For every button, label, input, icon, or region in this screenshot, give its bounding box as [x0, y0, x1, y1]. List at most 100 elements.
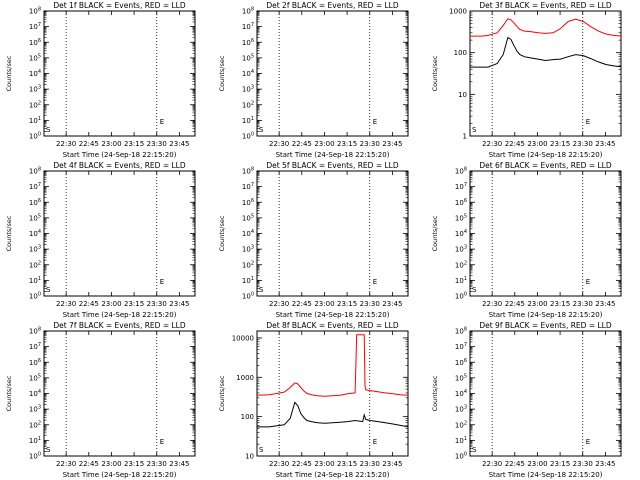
y-tick-label: 104	[455, 229, 467, 238]
panel-det-5f: Det 5f BLACK = Events, RED = LLD Counts/s…	[218, 161, 409, 319]
plot-frame	[43, 330, 196, 457]
start-marker: S	[259, 126, 264, 134]
y-tick-label: 108	[29, 327, 41, 336]
x-tick-label: 23:30	[147, 460, 167, 468]
x-tick-label: 22:30	[269, 300, 289, 308]
y-tick-label: 105	[29, 373, 41, 382]
y-tick-label: 100	[241, 413, 254, 421]
x-tick-label: 23:00	[101, 140, 121, 148]
x-tick-label: 23:45	[382, 300, 402, 308]
y-tick-label: 107	[455, 342, 467, 351]
y-tick-label: 101	[242, 116, 254, 125]
x-tick-label: 22:30	[56, 140, 76, 148]
x-axis-label: Start Time (24-Sep-18 22:15:20)	[489, 471, 603, 479]
end-marker: E	[586, 278, 590, 286]
y-tick-label: 102	[455, 420, 467, 429]
y-tick-label: 104	[29, 69, 41, 78]
x-tick-label: 22:30	[482, 140, 502, 148]
y-axis-label: Counts/sec	[218, 55, 226, 91]
x-tick-label: 23:30	[573, 460, 593, 468]
panel-title: Det 8f BLACK = Events, RED = LLD	[266, 321, 399, 330]
x-tick-label: 23:00	[314, 460, 334, 468]
y-tick-label: 100	[29, 132, 41, 141]
y-tick-label: 103	[29, 85, 41, 94]
end-marker: E	[373, 118, 377, 126]
y-tick-label: 101	[455, 436, 467, 445]
y-tick-label: 100	[455, 292, 467, 301]
x-tick-label: 23:00	[527, 460, 547, 468]
x-tick-label: 22:45	[79, 460, 99, 468]
y-tick-label: 106	[455, 358, 467, 367]
y-tick-label: 103	[242, 245, 254, 254]
x-tick-label: 23:45	[595, 460, 615, 468]
x-axis-label: Start Time (24-Sep-18 22:15:20)	[63, 151, 177, 159]
plot-frame	[469, 170, 622, 297]
y-tick-label: 100	[242, 292, 254, 301]
y-tick-label: 104	[29, 229, 41, 238]
y-tick-label: 1000	[449, 8, 467, 16]
y-tick-label: 100	[29, 452, 41, 461]
panel-det-6f: Det 6f BLACK = Events, RED = LLD Counts/s…	[431, 161, 622, 319]
x-tick-label: 22:30	[269, 140, 289, 148]
y-tick-label: 102	[29, 420, 41, 429]
x-tick-label: 22:45	[505, 460, 525, 468]
x-axis-label: Start Time (24-Sep-18 22:15:20)	[63, 471, 177, 479]
y-axis-label: Counts/sec	[5, 215, 13, 251]
y-tick-label: 106	[29, 198, 41, 207]
x-tick-label: 22:30	[482, 460, 502, 468]
plot-frame	[469, 10, 622, 137]
x-tick-label: 23:15	[124, 140, 144, 148]
y-tick-label: 101	[29, 276, 41, 285]
y-tick-label: 101	[29, 436, 41, 445]
series-events-line	[257, 401, 409, 428]
panel-title: Det 4f BLACK = Events, RED = LLD	[53, 161, 186, 170]
y-tick-label: 108	[455, 167, 467, 176]
y-axis-label: Counts/sec	[5, 55, 13, 91]
y-tick-label: 1	[463, 133, 467, 141]
y-axis-label: Counts/sec	[218, 375, 226, 411]
y-tick-label: 101	[29, 116, 41, 125]
y-tick-label: 105	[242, 213, 254, 222]
plot-frame	[256, 10, 409, 137]
y-tick-label: 105	[29, 53, 41, 62]
y-tick-label: 105	[455, 213, 467, 222]
y-tick-label: 103	[29, 405, 41, 414]
y-axis-label: Counts/sec	[431, 375, 439, 411]
end-marker: E	[160, 438, 164, 446]
y-axis-label: Counts/sec	[431, 215, 439, 251]
start-marker: S	[46, 446, 51, 454]
x-tick-label: 22:45	[505, 140, 525, 148]
y-tick-label: 105	[242, 53, 254, 62]
x-tick-label: 23:30	[573, 140, 593, 148]
y-axis-label: Counts/sec	[5, 375, 13, 411]
series-lld-line	[256, 334, 409, 397]
x-tick-label: 23:45	[382, 140, 402, 148]
x-tick-label: 22:30	[482, 300, 502, 308]
panel-det-7f: Det 7f BLACK = Events, RED = LLD Counts/s…	[5, 321, 196, 479]
y-tick-label: 10	[458, 91, 467, 99]
x-tick-label: 23:45	[169, 460, 189, 468]
x-tick-label: 23:30	[573, 300, 593, 308]
y-tick-label: 108	[242, 167, 254, 176]
panel-title: Det 6f BLACK = Events, RED = LLD	[479, 161, 612, 170]
x-tick-label: 22:45	[292, 300, 312, 308]
x-tick-label: 23:45	[169, 300, 189, 308]
y-tick-label: 102	[242, 100, 254, 109]
y-tick-label: 102	[29, 260, 41, 269]
x-tick-label: 23:30	[147, 300, 167, 308]
y-tick-label: 106	[242, 198, 254, 207]
y-tick-label: 107	[29, 342, 41, 351]
start-marker: S	[472, 126, 477, 134]
x-tick-label: 23:00	[527, 140, 547, 148]
x-axis-label: Start Time (24-Sep-18 22:15:20)	[489, 151, 603, 159]
panel-det-1f: Det 1f BLACK = Events, RED = LLD Counts/s…	[5, 1, 196, 159]
x-tick-label: 23:15	[337, 140, 357, 148]
x-tick-label: 22:45	[292, 140, 312, 148]
x-tick-label: 23:45	[169, 140, 189, 148]
y-tick-label: 107	[455, 182, 467, 191]
end-marker: E	[586, 118, 590, 126]
y-tick-label: 104	[455, 389, 467, 398]
plot-frame	[469, 330, 622, 457]
y-tick-label: 100	[455, 452, 467, 461]
x-tick-label: 23:30	[360, 460, 380, 468]
